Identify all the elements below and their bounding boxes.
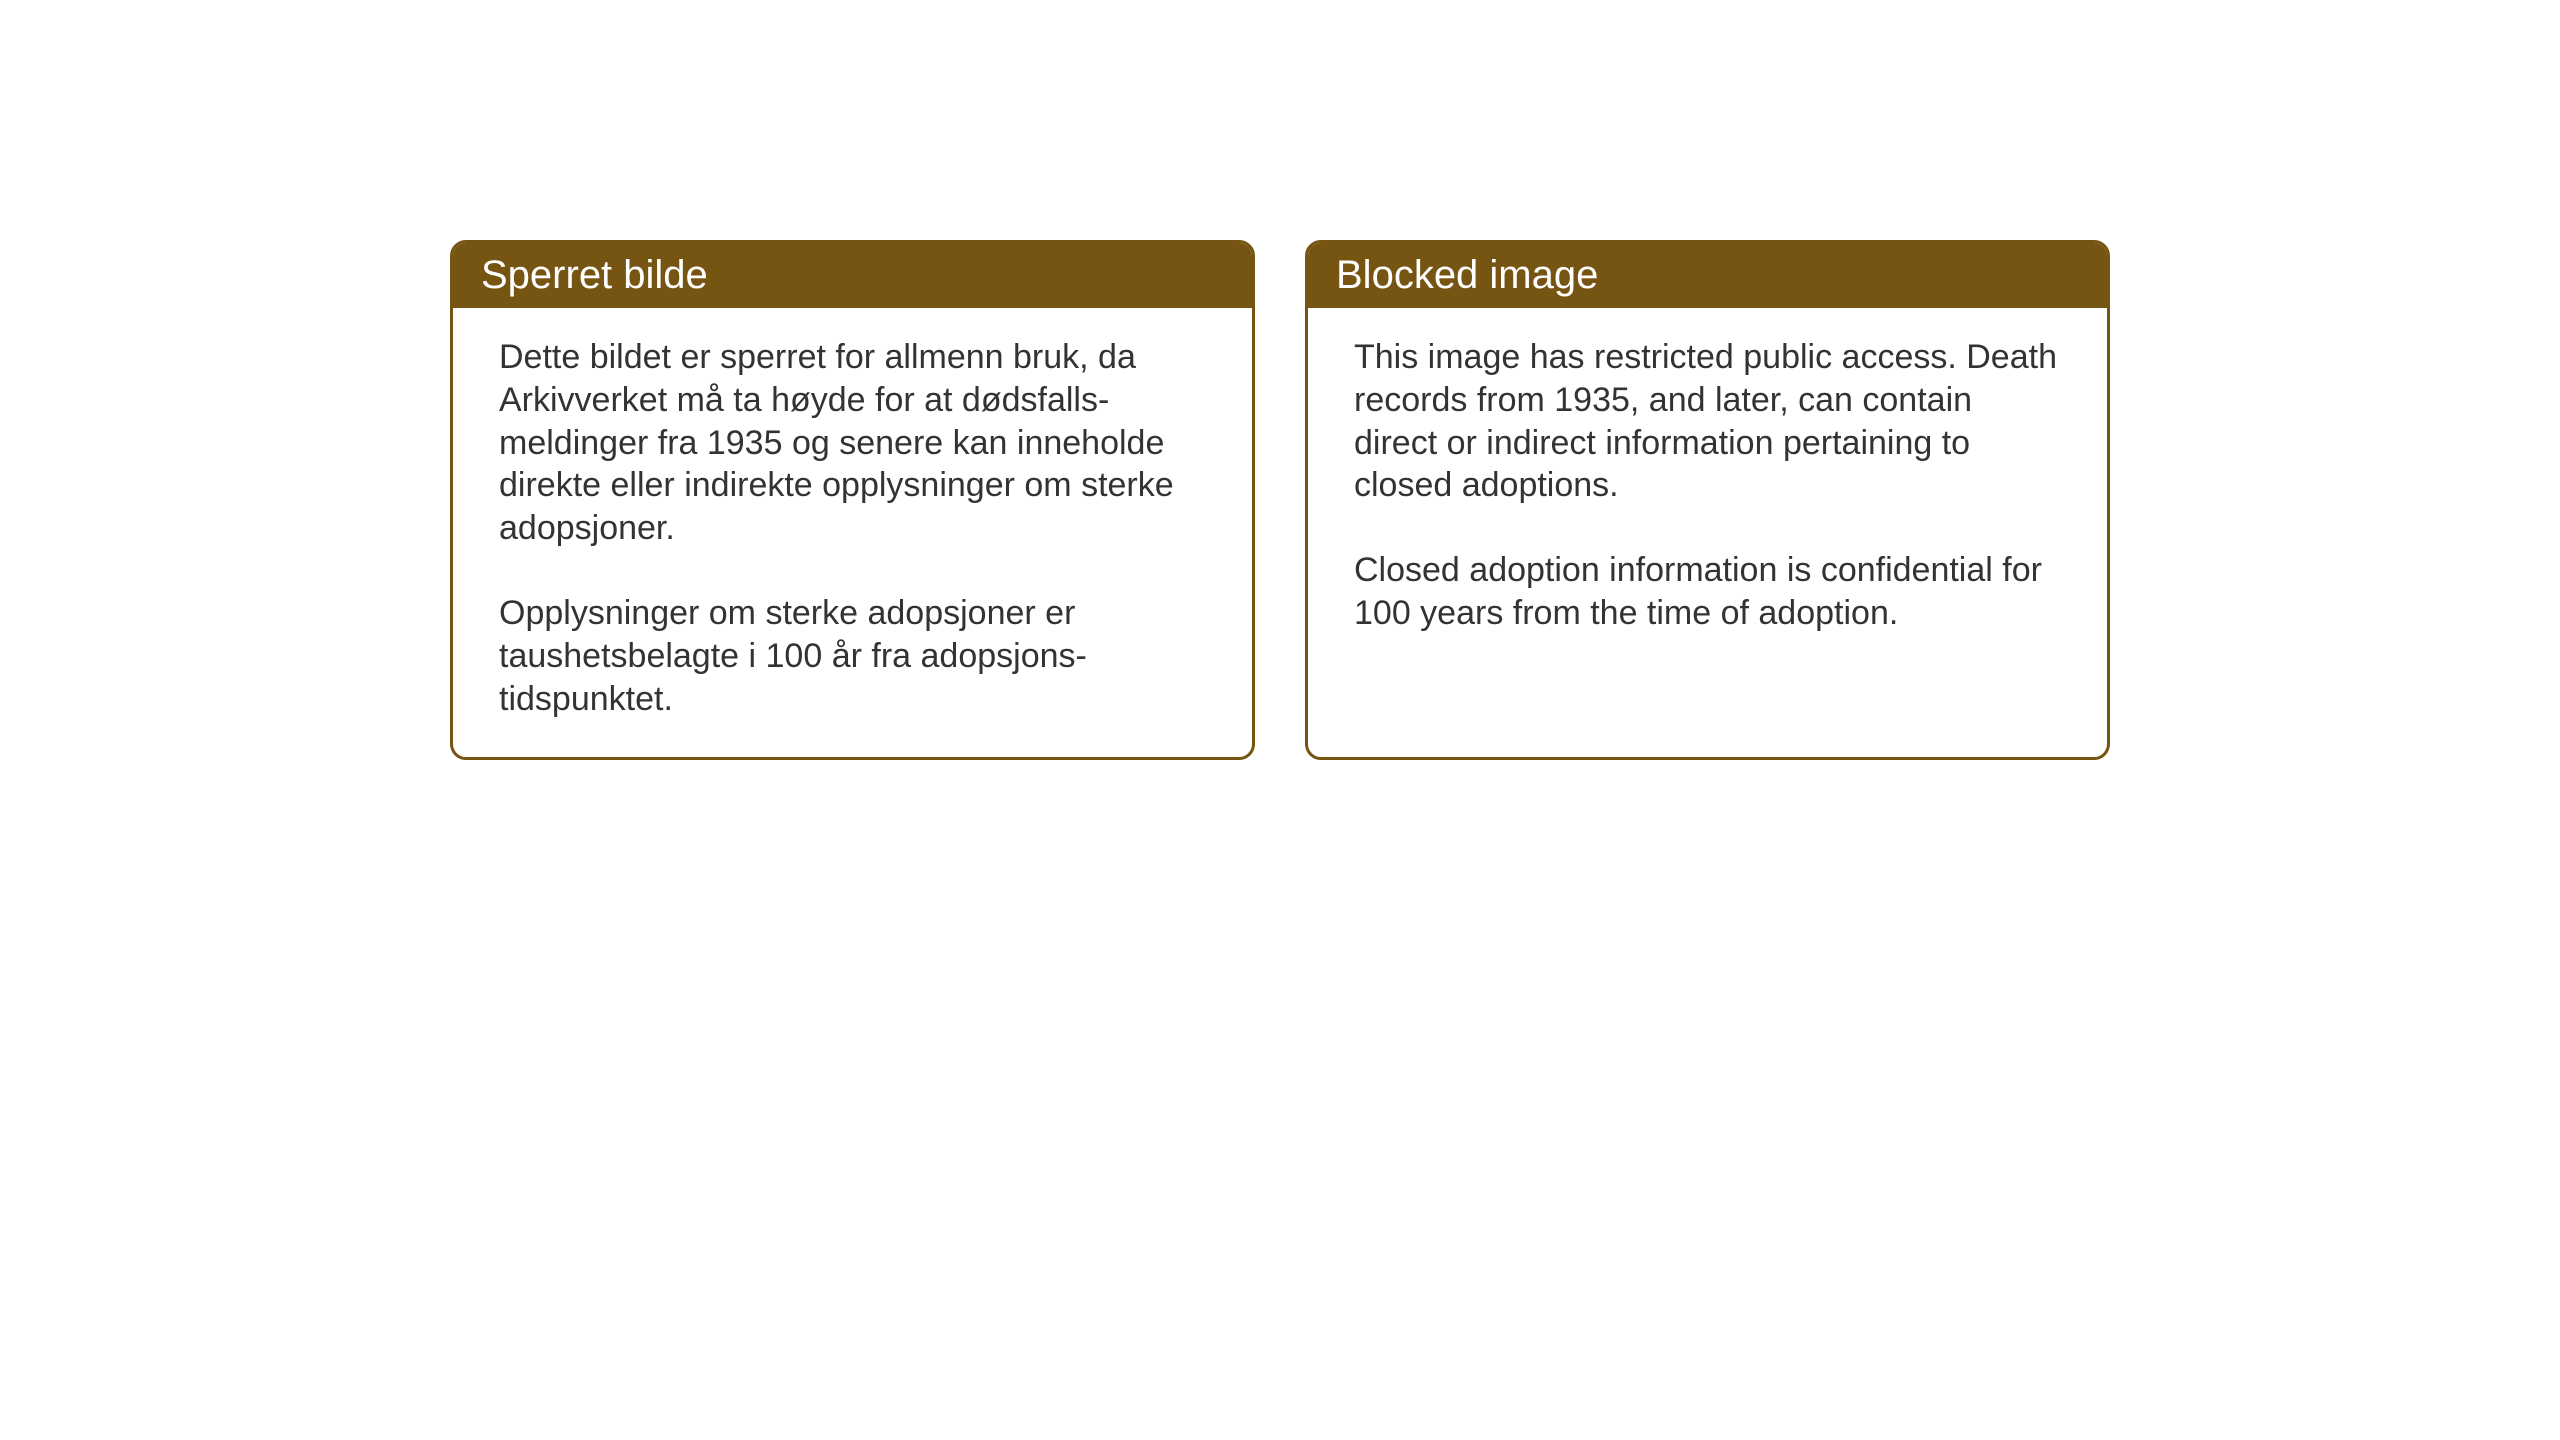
notice-card-english: Blocked image This image has restricted … <box>1305 240 2110 760</box>
card-body-english: This image has restricted public access.… <box>1308 308 2107 671</box>
notice-container: Sperret bilde Dette bildet er sperret fo… <box>450 240 2110 760</box>
card-header-norwegian: Sperret bilde <box>453 243 1252 308</box>
card-title-norwegian: Sperret bilde <box>481 253 708 297</box>
card-header-english: Blocked image <box>1308 243 2107 308</box>
card-paragraph1-english: This image has restricted public access.… <box>1354 336 2061 507</box>
card-paragraph2-norwegian: Opplysninger om sterke adopsjoner er tau… <box>499 592 1206 720</box>
notice-card-norwegian: Sperret bilde Dette bildet er sperret fo… <box>450 240 1255 760</box>
card-title-english: Blocked image <box>1336 253 1598 297</box>
card-paragraph1-norwegian: Dette bildet er sperret for allmenn bruk… <box>499 336 1206 550</box>
card-paragraph2-english: Closed adoption information is confident… <box>1354 549 2061 635</box>
card-body-norwegian: Dette bildet er sperret for allmenn bruk… <box>453 308 1252 757</box>
